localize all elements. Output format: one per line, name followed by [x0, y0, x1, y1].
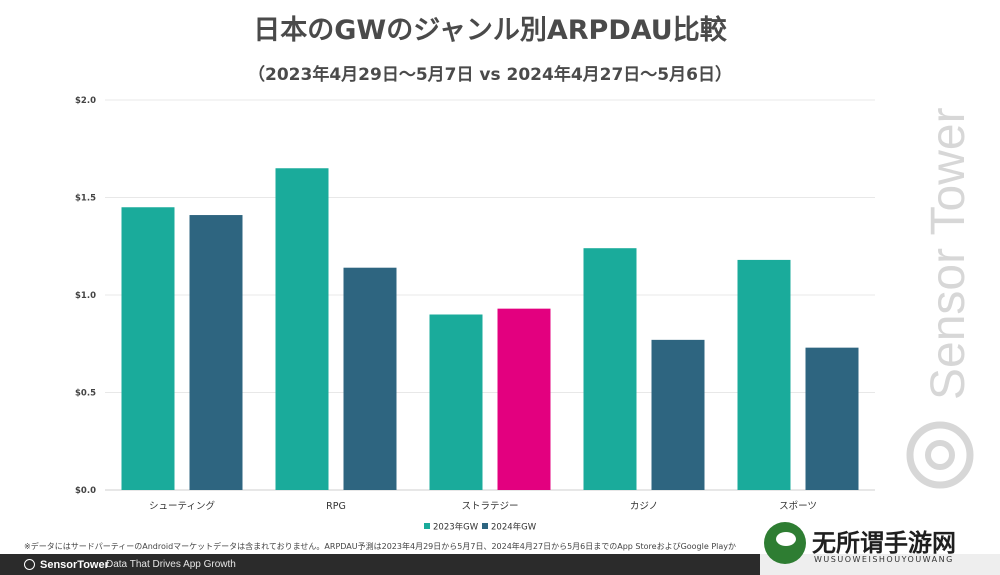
x-tick-label: RPG	[326, 501, 346, 512]
legend-swatch	[482, 523, 488, 529]
bar-1-2	[275, 168, 329, 490]
footer-bar: SensorTower Data That Drives App Growth	[0, 554, 1000, 575]
x-tick-label: スポーツ	[779, 501, 817, 512]
x-tick-label: カジノ	[630, 501, 658, 512]
watermark-logo-inner-icon	[925, 440, 955, 470]
y-tick-label: $2.0	[75, 96, 96, 106]
chart-title: 日本のGWのジャンル別ARPDAU比較	[253, 15, 727, 46]
bar-1-1	[121, 207, 175, 490]
chart-subtitle: （2023年4月29日〜5月7日 vs 2024年4月27日〜5月6日）	[248, 65, 732, 85]
x-tick-label: シューティング	[149, 500, 215, 512]
bar-2-2	[343, 267, 397, 490]
bar-2-5	[805, 347, 859, 490]
bar-2-3	[497, 308, 551, 490]
site-name-latin: WUSUOWEISHOUYOUWANG	[814, 555, 954, 564]
legend: 2023年GW 2024年GW	[424, 522, 537, 533]
bar-1-4	[583, 248, 637, 490]
y-tick-label: $0.0	[75, 486, 96, 496]
x-tick-label: ストラテジー	[461, 501, 518, 512]
bar-2-1	[189, 215, 243, 491]
bar-1-3	[429, 314, 483, 490]
footer-tagline: Data That Drives App Growth	[106, 559, 236, 570]
y-tick-label: $0.5	[75, 389, 96, 399]
y-tick-label: $1.0	[75, 291, 96, 301]
watermark-text: Sensor Tower	[922, 107, 975, 400]
site-logo-icon	[764, 522, 806, 564]
legend-label: 2023年GW	[433, 522, 479, 533]
legend-label: 2024年GW	[491, 522, 537, 533]
footnote: ※データにはサードパーティーのAndroidマーケットデータは含まれておりません…	[24, 542, 737, 551]
bar-1-5	[737, 259, 791, 490]
sensor-tower-logo-icon	[24, 559, 35, 570]
sensor-tower-watermark: Sensor Tower	[902, 70, 982, 510]
watermark-logo-icon	[906, 421, 974, 489]
site-name: 无所谓手游网	[812, 528, 956, 557]
x-axis-ticks: シューティング RPG ストラテジー カジノ スポーツ	[149, 500, 817, 512]
footer-brand: SensorTower	[40, 558, 109, 571]
legend-swatch	[424, 523, 430, 529]
footer-logo: SensorTower	[24, 557, 109, 572]
bar-2-4	[651, 339, 705, 490]
site-watermark: 无所谓手游网 WUSUOWEISHOUYOUWANG	[760, 520, 1000, 575]
y-tick-label: $1.5	[75, 194, 96, 204]
bars	[121, 168, 859, 491]
y-axis-ticks: $0.0 $0.5 $1.0 $1.5 $2.0	[75, 96, 96, 496]
